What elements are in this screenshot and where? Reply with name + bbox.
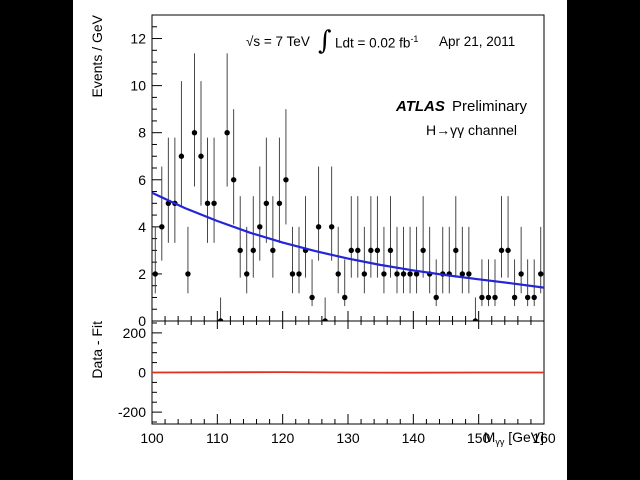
data-point <box>309 294 315 301</box>
plot-frame: 100 110 120 130 140 150 160 0 2 4 6 8 10 12 -200 0 200 Ev… <box>73 0 567 480</box>
residual-y-tick-label: -200 <box>118 404 146 420</box>
data-point <box>204 200 211 207</box>
data-point <box>381 271 387 277</box>
x-tick-label: 140 <box>402 430 426 446</box>
data-point <box>368 247 374 254</box>
preliminary-label: Preliminary <box>452 98 528 115</box>
data-point <box>250 247 256 254</box>
data-point <box>400 271 407 277</box>
main-y-tick-label: 6 <box>138 172 146 188</box>
data-point <box>328 224 335 230</box>
data-point <box>531 294 537 301</box>
data-point <box>283 177 289 183</box>
data-point <box>191 129 198 136</box>
main-y-tick-label: 4 <box>138 219 146 235</box>
main-y-tick-label: 10 <box>130 78 146 94</box>
data-point <box>335 271 341 277</box>
data-point <box>472 318 479 321</box>
data-point <box>485 294 492 301</box>
x-tick-label: 110 <box>206 430 229 446</box>
residual-y-tick-label: 0 <box>138 365 146 381</box>
data-point <box>453 247 459 254</box>
data-point <box>374 247 381 254</box>
data-point <box>315 224 322 230</box>
data-point <box>159 224 165 230</box>
data-point <box>518 271 524 277</box>
data-point <box>387 247 394 254</box>
energy-label: √s = 7 TeV <box>246 34 310 49</box>
residual-y-tick-label: 200 <box>123 325 147 341</box>
data-point <box>342 294 348 301</box>
data-point <box>289 271 296 277</box>
data-point <box>276 200 283 207</box>
atlas-label: ATLAS <box>396 98 445 115</box>
data-point <box>270 247 276 254</box>
residual-line <box>151 371 544 374</box>
main-y-tick-label: 8 <box>138 125 146 141</box>
main-y-axis-title: Events / GeV <box>89 14 105 97</box>
channel-label: H→γγ channel <box>426 122 518 138</box>
data-point <box>433 294 439 301</box>
data-point <box>348 247 354 254</box>
data-point <box>394 271 400 277</box>
data-point <box>361 271 368 277</box>
date-label: Apr 21, 2011 <box>439 34 516 49</box>
x-tick-label: 120 <box>271 430 295 446</box>
data-point <box>492 294 498 301</box>
data-point <box>505 247 511 254</box>
main-plot-frame <box>151 14 545 322</box>
residual-y-axis-title: Data - Fit <box>89 321 105 379</box>
data-point <box>198 153 204 159</box>
data-point <box>217 318 224 321</box>
data-point <box>244 271 250 277</box>
data-point <box>420 247 426 254</box>
fit-curve <box>151 191 545 289</box>
integral-symbol: ∫ <box>318 26 332 56</box>
data-point <box>459 271 466 277</box>
data-point <box>524 294 531 301</box>
data-point <box>511 294 518 301</box>
data-point <box>237 247 243 254</box>
atlas-hgg-chart: 100 110 120 130 140 150 160024681012-2000200Ev… <box>89 14 556 447</box>
luminosity-label: Ldt = 0.02 fb-1 <box>335 34 419 51</box>
data-point <box>230 177 237 183</box>
data-point <box>322 318 328 321</box>
data-point <box>224 129 230 136</box>
luminosity-exponent: -1 <box>410 34 419 44</box>
data-point <box>413 271 420 277</box>
data-point <box>466 271 472 277</box>
data-point <box>263 200 270 207</box>
x-tick-label: 160 <box>532 430 556 446</box>
data-point <box>211 200 217 207</box>
data-point <box>355 247 361 254</box>
x-tick-label: 150 <box>467 430 491 446</box>
data-point <box>152 271 158 277</box>
x-tick-label: 100 <box>140 430 164 446</box>
main-y-tick-label: 0 <box>138 313 146 329</box>
data-point <box>479 294 485 301</box>
data-point <box>538 271 544 277</box>
data-point <box>296 271 302 277</box>
x-tick-label: 130 <box>336 430 360 446</box>
data-point <box>498 247 505 254</box>
data-point <box>257 224 263 230</box>
data-point <box>407 271 413 277</box>
data-point <box>178 153 185 159</box>
data-point <box>185 271 191 277</box>
x-axis-title: Mγγ [GeV] <box>484 429 544 447</box>
main-y-tick-label: 12 <box>130 31 146 47</box>
main-y-tick-label: 2 <box>138 266 146 282</box>
